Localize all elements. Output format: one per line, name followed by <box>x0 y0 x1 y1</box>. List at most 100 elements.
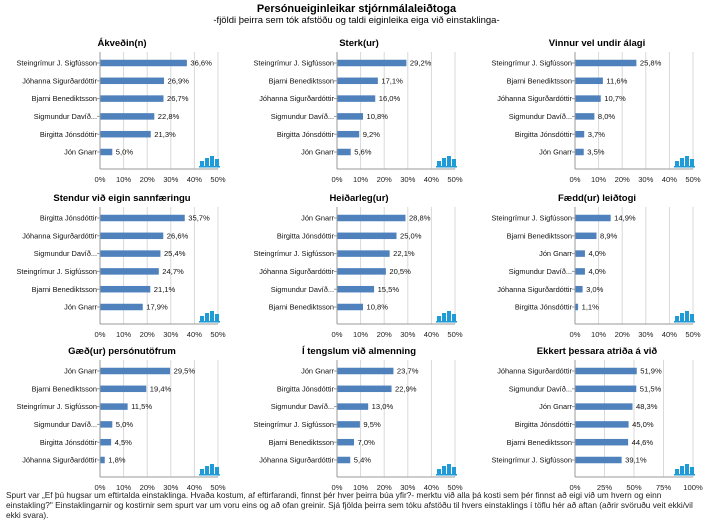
data-label: 26,7% <box>167 94 189 103</box>
category-label: Steingrímur J. Sigfússon <box>491 59 572 68</box>
x-tick-label: 0% <box>332 175 343 184</box>
data-label: 11,5% <box>131 402 152 411</box>
category-label: Bjarni Benediktsson <box>269 438 334 447</box>
data-label: 26,9% <box>167 76 189 85</box>
x-tick-label: 20% <box>140 483 155 492</box>
data-label: 3,0% <box>586 285 604 294</box>
page-subtitle: -fjöldi þeirra sem tók afstöðu og taldi … <box>213 15 500 26</box>
x-tick-label: 0% <box>332 330 343 339</box>
bar <box>575 113 595 120</box>
x-tick-label: 30% <box>163 483 178 492</box>
category-label: Bjarni Benediktsson <box>269 76 334 85</box>
bar <box>100 303 143 311</box>
data-label: 8,9% <box>600 231 618 240</box>
page-title: Persónueiginleikar stjórnmálaleiðtoga <box>256 3 457 15</box>
bar <box>575 385 637 393</box>
x-tick-label: 10% <box>353 175 368 184</box>
data-label: 3,5% <box>587 148 605 157</box>
bar <box>337 214 406 222</box>
x-tick-label: 40% <box>187 483 202 492</box>
category-label: Sigmundur Davíð... <box>34 249 97 258</box>
category-label: Jón Gnarr <box>539 148 572 157</box>
x-tick-label: 40% <box>662 175 677 184</box>
data-label: 24,7% <box>162 267 184 276</box>
category-label: Bjarni Benediktsson <box>32 94 97 103</box>
category-label: Jóhanna Sigurðardóttir <box>259 267 334 276</box>
bar-chart-logo-icon <box>436 311 457 323</box>
category-label: Steingrímur J. Sigfússon <box>253 59 334 68</box>
bar <box>575 285 583 293</box>
data-label: 25,0% <box>400 231 422 240</box>
x-tick-label: 0% <box>570 483 581 492</box>
chart-title: Ekkert þessara atriða á við <box>537 346 658 357</box>
chart-title: Í tengslum við almenning <box>302 346 416 357</box>
bar <box>337 130 360 138</box>
x-tick-label: 30% <box>638 175 653 184</box>
x-tick-label: 10% <box>591 175 606 184</box>
x-tick-label: 50% <box>447 330 462 339</box>
bar-chart-logo-icon <box>674 464 695 476</box>
chart-panel: Gæð(ur) persónutöfrum 0% 10% 20% 30% 40% 50% Jó… <box>16 346 225 492</box>
bar <box>100 438 112 446</box>
data-label: 5,4% <box>354 456 372 465</box>
x-tick-label: 50% <box>626 483 641 492</box>
data-label: 39,1% <box>625 456 647 465</box>
x-tick-label: 30% <box>400 483 415 492</box>
data-label: 10,8% <box>366 303 388 312</box>
x-tick-label: 0% <box>570 330 581 339</box>
data-label: 28,8% <box>409 214 431 223</box>
x-tick-label: 30% <box>163 330 178 339</box>
data-label: 5,0% <box>116 148 134 157</box>
chart-panel: Vinnur vel undir álagi 0% 10% 20% 30% 40% 50% S… <box>491 38 700 184</box>
bar <box>100 268 159 275</box>
category-label: Jón Gnarr <box>64 303 97 312</box>
x-tick-label: 40% <box>424 483 439 492</box>
category-label: Steingrímur J. Sigfússon <box>16 267 97 276</box>
x-tick-label: 20% <box>615 175 630 184</box>
data-label: 51,9% <box>640 367 662 376</box>
x-tick-label: 30% <box>638 330 653 339</box>
bar <box>575 232 597 240</box>
x-tick-label: 20% <box>140 175 155 184</box>
x-tick-label: 0% <box>95 483 106 492</box>
bar <box>337 232 397 240</box>
x-tick-label: 10% <box>591 330 606 339</box>
bar <box>575 214 611 222</box>
bar <box>575 59 637 67</box>
data-label: 8,0% <box>598 112 616 121</box>
data-label: 14,9% <box>614 214 636 223</box>
data-label: 22,8% <box>158 112 180 121</box>
bar <box>575 148 584 156</box>
data-label: 1,1% <box>582 303 600 312</box>
bar <box>337 403 369 410</box>
data-label: 26,6% <box>167 231 189 240</box>
data-label: 19,4% <box>150 384 172 393</box>
category-label: Birgitta Jónsdóttir <box>40 130 98 139</box>
bar <box>100 385 147 393</box>
chart-title: Sterk(ur) <box>339 38 379 49</box>
category-label: Sigmundur Davíð... <box>34 112 97 121</box>
data-label: 35,7% <box>188 214 210 223</box>
chart-title: Gæð(ur) persónutöfrum <box>68 346 176 357</box>
category-label: Bjarni Benediktsson <box>507 76 572 85</box>
category-label: Jón Gnarr <box>301 214 334 223</box>
data-label: 5,6% <box>354 148 372 157</box>
bar <box>575 268 585 275</box>
x-tick-label: 30% <box>400 175 415 184</box>
bar <box>100 59 187 67</box>
bar <box>337 77 378 85</box>
data-label: 15,5% <box>378 285 400 294</box>
x-tick-label: 0% <box>95 175 106 184</box>
bar <box>575 130 585 138</box>
bar <box>337 59 407 67</box>
data-label: 23,7% <box>397 367 419 376</box>
bar <box>575 403 633 410</box>
bar <box>100 95 164 102</box>
category-label: Birgitta Jónsdóttir <box>515 420 573 429</box>
x-tick-label: 40% <box>662 330 677 339</box>
data-label: 3,7% <box>588 130 606 139</box>
data-label: 22,1% <box>393 249 415 258</box>
bar <box>337 250 390 257</box>
bar <box>337 268 386 275</box>
